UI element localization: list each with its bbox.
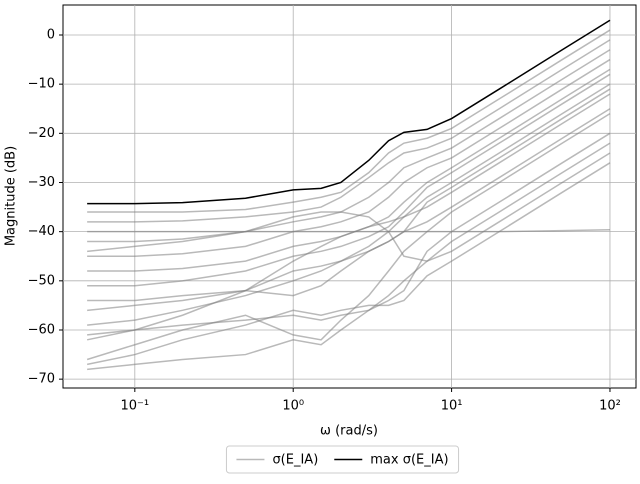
legend-label: σ(E_IA) [272, 453, 318, 468]
y-tick-label: −70 [28, 372, 55, 387]
y-tick-label: −10 [28, 77, 55, 92]
grid [63, 5, 636, 388]
line [87, 152, 611, 262]
plot-frame [62, 4, 637, 389]
y-tick-label: −50 [28, 273, 55, 288]
legend: σ(E_IA) max σ(E_IA) [225, 445, 460, 474]
line [86, 162, 611, 366]
x-tick-label: 10¹ [441, 399, 463, 414]
legend-label: max σ(E_IA) [370, 453, 448, 468]
line [87, 132, 611, 336]
y-tick-label: −30 [28, 175, 55, 190]
x-axis-label: ω (rad/s) [320, 424, 378, 439]
x-tick-label: 10⁻¹ [121, 399, 150, 414]
line [86, 93, 611, 341]
line [87, 228, 610, 233]
y-tick-label: −20 [28, 126, 55, 141]
y-tick-label: −40 [28, 224, 55, 239]
line [86, 113, 611, 361]
y-tick-label: −60 [28, 322, 55, 337]
x-tick-label: 10² [599, 399, 621, 414]
line [87, 49, 611, 243]
line [87, 29, 611, 213]
line [87, 108, 611, 312]
line [87, 73, 611, 287]
x-tick-label: 10⁰ [282, 399, 304, 414]
y-tick-label: 0 [47, 27, 55, 42]
line [87, 83, 611, 326]
line [87, 68, 611, 272]
y-axis-label: Magnitude (dB) [4, 146, 19, 246]
line [87, 39, 611, 223]
line [87, 19, 611, 205]
line [87, 58, 611, 257]
